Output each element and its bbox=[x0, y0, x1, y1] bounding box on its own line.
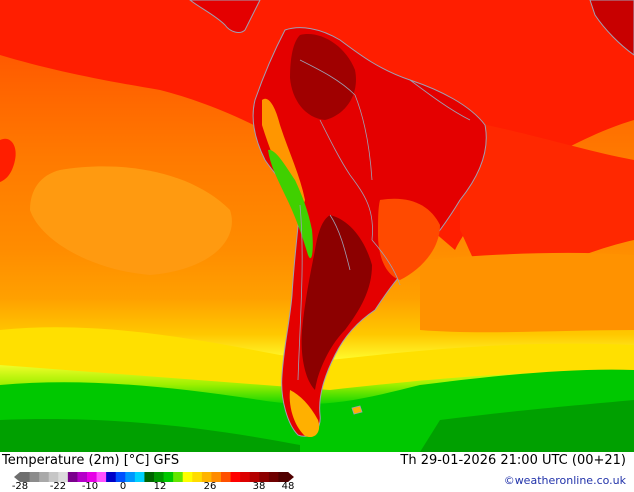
legend-swatch bbox=[125, 472, 136, 482]
legend-tick-label: 0 bbox=[119, 481, 127, 492]
legend-tick-label: -10 bbox=[81, 481, 99, 492]
legend-tick-label: -28 bbox=[11, 481, 29, 492]
legend-swatch bbox=[58, 472, 69, 482]
map-title: Temperature (2m) [°C] GFS bbox=[2, 453, 180, 468]
legend-swatch bbox=[77, 472, 88, 482]
legend-swatch bbox=[115, 472, 126, 482]
legend-swatch bbox=[67, 472, 78, 482]
map-footer: Temperature (2m) [°C] GFS Th 29-01-2026 … bbox=[0, 452, 634, 492]
legend-tick-label: 12 bbox=[153, 481, 167, 492]
western-warm-patch bbox=[30, 166, 232, 275]
cool-band bbox=[0, 327, 634, 390]
very-cold-band bbox=[0, 400, 634, 452]
legend-swatch bbox=[144, 472, 155, 482]
legend-arrow-right bbox=[288, 472, 294, 482]
central-america-land bbox=[189, 0, 261, 33]
southeast-warm-band bbox=[420, 252, 634, 333]
legend-tick-label: -22 bbox=[49, 481, 67, 492]
legend-swatch bbox=[211, 472, 222, 482]
site-credit-link[interactable]: ©weatheronline.co.uk bbox=[503, 474, 626, 487]
legend-swatch bbox=[268, 472, 279, 482]
legend-swatch bbox=[173, 472, 184, 482]
left-edge-hot-spot bbox=[0, 138, 16, 182]
legend-swatch bbox=[201, 472, 212, 482]
falkland-islands bbox=[351, 405, 363, 415]
legend-swatch bbox=[278, 472, 289, 482]
hot-core-north bbox=[290, 34, 356, 120]
legend-swatch bbox=[221, 472, 232, 482]
patagonia-cool bbox=[289, 390, 320, 438]
brazil-interior-warm bbox=[378, 198, 440, 280]
legend-swatch bbox=[106, 472, 117, 482]
legend-swatch bbox=[154, 472, 165, 482]
legend-tick-label: 26 bbox=[203, 481, 217, 492]
legend-swatch bbox=[230, 472, 241, 482]
country-borders bbox=[297, 59, 471, 381]
temperature-map bbox=[0, 0, 634, 452]
legend-swatch bbox=[48, 472, 59, 482]
legend-tick-label: 48 bbox=[281, 481, 295, 492]
highland-warm bbox=[262, 98, 305, 206]
legend-swatch bbox=[96, 472, 107, 482]
legend-swatch bbox=[240, 472, 251, 482]
legend-arrow-left bbox=[14, 472, 20, 482]
legend-swatch bbox=[29, 472, 40, 482]
legend-swatch bbox=[163, 472, 174, 482]
valid-time: Th 29-01-2026 21:00 UTC (00+21) bbox=[400, 453, 626, 468]
legend-swatch bbox=[134, 472, 145, 482]
legend-tick-label: 38 bbox=[252, 481, 266, 492]
legend-swatch bbox=[39, 472, 50, 482]
legend-swatch bbox=[87, 472, 98, 482]
legend-swatch bbox=[182, 472, 193, 482]
legend-swatch bbox=[20, 472, 31, 482]
color-legend bbox=[14, 472, 294, 482]
legend-swatch bbox=[259, 472, 270, 482]
legend-swatch bbox=[249, 472, 260, 482]
hot-core-south bbox=[301, 215, 372, 390]
legend-swatch bbox=[192, 472, 203, 482]
